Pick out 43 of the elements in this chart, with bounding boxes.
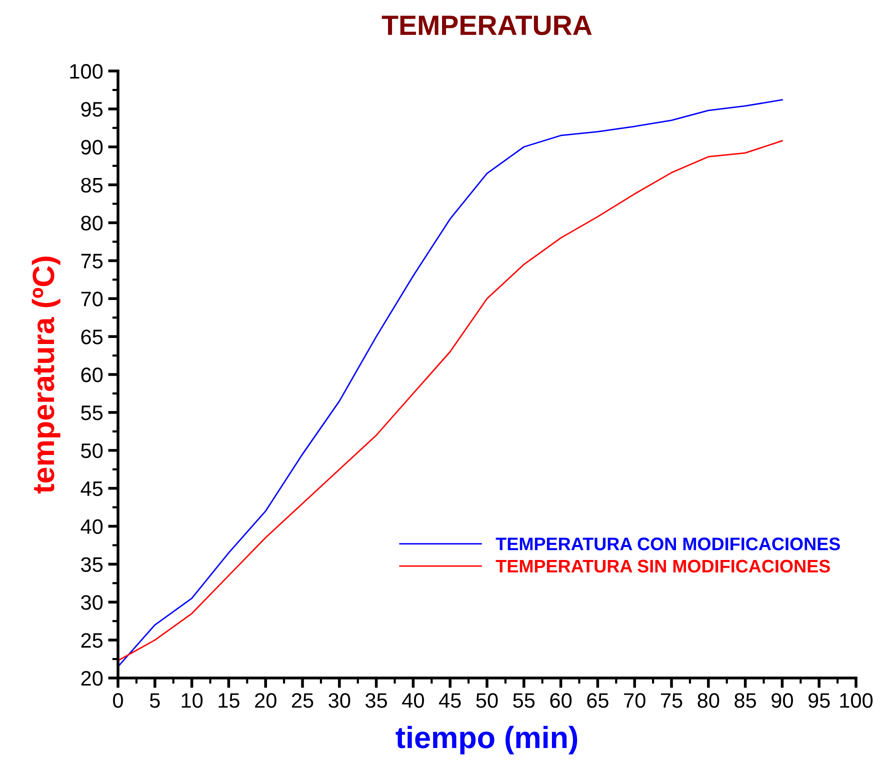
x-tick-label: 85 (734, 693, 756, 708)
x-tick-label: 35 (366, 693, 388, 708)
y-tick-label: 90 (81, 140, 103, 155)
y-tick-label: 60 (81, 368, 103, 382)
y-tick-label: 50 (81, 443, 103, 458)
x-tick-label: 75 (660, 693, 682, 708)
x-tick-label: 10 (182, 693, 203, 708)
x-tick-label: 80 (698, 693, 720, 708)
x-tick-label: 15 (218, 693, 240, 708)
x-tick-label: 95 (808, 693, 830, 708)
y-tick-label: 25 (81, 633, 103, 648)
y-tick-label: 35 (81, 557, 103, 572)
y-tick-label: 95 (81, 102, 103, 117)
x-tick-label: 100 (840, 693, 873, 708)
legend-label: TEMPERATURA CON MODIFICACIONES (496, 538, 840, 550)
y-axis-title: temperatura (ºC) (32, 256, 60, 494)
y-tick-label: 45 (80, 482, 103, 496)
y-tick-label: 40 (80, 519, 103, 534)
y-tick-label: 100 (70, 64, 103, 79)
y-tick-label: 75 (81, 254, 103, 268)
x-tick-label: 45 (438, 693, 461, 708)
y-tick-label: 85 (81, 178, 103, 193)
y-tick-label: 30 (81, 595, 103, 610)
y-tick-label: 80 (81, 216, 103, 231)
x-tick-label: 0 (113, 693, 123, 708)
x-tick-label: 50 (476, 693, 498, 708)
y-tick-label: 20 (81, 671, 103, 686)
x-tick-label: 20 (255, 693, 276, 708)
x-tick-label: 25 (292, 693, 314, 708)
chart-title: TEMPERATURA (382, 16, 592, 36)
x-tick-label: 30 (328, 693, 350, 708)
x-tick-label: 40 (402, 693, 424, 708)
y-tick-label: 70 (81, 292, 103, 306)
x-tick-label: 60 (550, 693, 572, 708)
legend-label: TEMPERATURA SIN MODIFICACIONES (496, 560, 830, 573)
y-tick-label: 65 (81, 330, 103, 344)
x-axis-title: tiempo (min) (396, 726, 578, 754)
x-tick-label: 90 (772, 693, 793, 708)
x-tick-label: 65 (587, 693, 608, 708)
x-tick-label: 5 (150, 693, 160, 708)
x-tick-label: 70 (624, 693, 646, 708)
x-tick-label: 55 (513, 693, 535, 708)
y-tick-label: 55 (81, 406, 103, 420)
